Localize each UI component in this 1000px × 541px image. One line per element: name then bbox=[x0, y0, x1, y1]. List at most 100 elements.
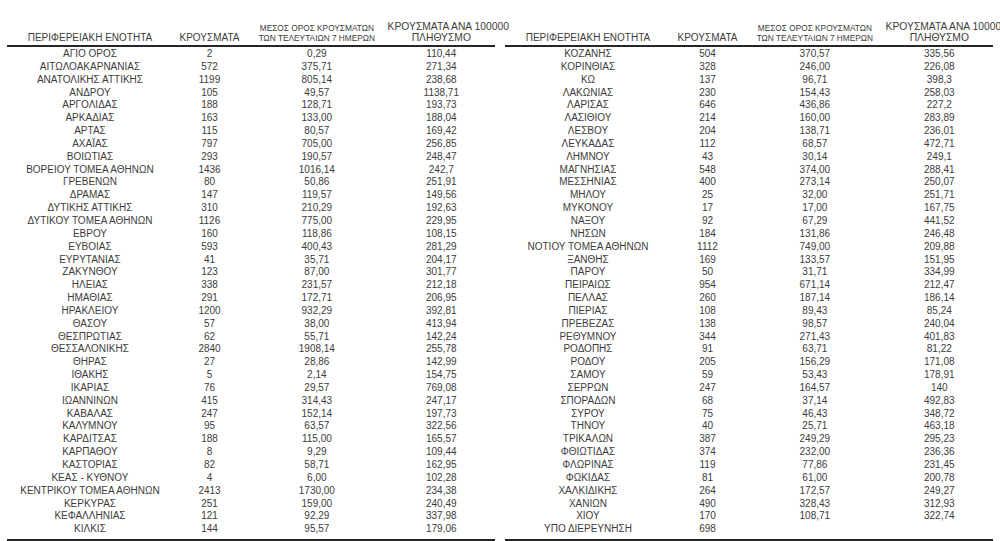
per100k-cell: 337,98 bbox=[388, 510, 495, 523]
cases-cell: 415 bbox=[173, 395, 246, 408]
region-cell: ΚΟΖΑΝΗΣ bbox=[505, 48, 671, 61]
avg7-cell: 95,57 bbox=[246, 523, 388, 536]
region-cell: ΣΠΟΡΑΔΩΝ bbox=[505, 395, 671, 408]
cases-cell: 170 bbox=[671, 510, 744, 523]
cases-cell: 68 bbox=[671, 395, 744, 408]
per100k-cell: 186,14 bbox=[886, 292, 993, 305]
per100k-cell: 226,08 bbox=[886, 61, 993, 74]
per100k-cell: 197,73 bbox=[388, 408, 495, 421]
cases-cell: 59 bbox=[671, 369, 744, 382]
avg7-cell: 96,71 bbox=[744, 74, 886, 87]
table-body-left: ΑΓΙΟ ΟΡΟΣ20,29110,44ΑΙΤΩΛΟΑΚΑΡΝΑΝΙΑΣ5723… bbox=[7, 47, 495, 541]
table-row: ΣΕΡΡΩΝ247164,57140 bbox=[505, 382, 993, 395]
cases-cell: 95 bbox=[173, 420, 246, 433]
per100k-cell: 769,08 bbox=[388, 382, 495, 395]
table-row: ΚΑΛΥΜΝΟΥ9563,57322,56 bbox=[7, 420, 495, 433]
region-cell: ΘΕΣΣΑΛΟΝΙΚΗΣ bbox=[7, 343, 173, 356]
avg7-cell: 89,43 bbox=[744, 305, 886, 318]
per100k-cell: 212,18 bbox=[388, 279, 495, 292]
avg7-cell: 17,00 bbox=[744, 202, 886, 215]
table-row: ΒΟΡΕΙΟΥ ΤΟΜΕΑ ΑΘΗΝΩΝ14361016,14242,7 bbox=[7, 164, 495, 177]
avg7-cell: 31,71 bbox=[744, 266, 886, 279]
region-cell: ΒΟΙΩΤΙΑΣ bbox=[7, 151, 173, 164]
avg7-cell: 128,71 bbox=[246, 99, 388, 112]
avg7-cell: 805,14 bbox=[246, 74, 388, 87]
cases-cell: 293 bbox=[173, 151, 246, 164]
header-region-label: ΠΕΡΙΦΕΡΕΙΑΚΗ ΕΝΟΤΗΤΑ bbox=[526, 32, 650, 43]
region-cell: ΡΟΔΟΥ bbox=[505, 356, 671, 369]
region-cell: ΖΑΚΥΝΘΟΥ bbox=[7, 266, 173, 279]
cases-cell: 188 bbox=[173, 99, 246, 112]
table-row: ΘΗΡΑΣ2728,86142,99 bbox=[7, 356, 495, 369]
avg7-cell: 156,29 bbox=[744, 356, 886, 369]
cases-cell: 75 bbox=[671, 408, 744, 421]
per100k-cell: 322,56 bbox=[388, 420, 495, 433]
region-cell: ΑΝΔΡΟΥ bbox=[7, 87, 173, 100]
cases-table-left: ΠΕΡΙΦΕΡΕΙΑΚΗ ΕΝΟΤΗΤΑ ΚΡΟΥΣΜΑΤΑ ΜΕΣΟΣ ΟΡΟ… bbox=[7, 0, 500, 541]
per100k-cell: 251,71 bbox=[886, 189, 993, 202]
region-cell: ΤΡΙΚΑΛΩΝ bbox=[505, 433, 671, 446]
table-row: ΖΑΚΥΝΘΟΥ12387,00301,77 bbox=[7, 266, 495, 279]
cases-cell: 80 bbox=[173, 176, 246, 189]
per100k-cell: 281,29 bbox=[388, 241, 495, 254]
table-row: ΓΡΕΒΕΝΩΝ8050,86251,91 bbox=[7, 176, 495, 189]
avg7-cell: 154,43 bbox=[744, 87, 886, 100]
table-row: ΙΩΑΝΝΙΝΩΝ415314,43247,17 bbox=[7, 395, 495, 408]
table-row: ΡΕΘΥΜΝΟΥ344271,43401,83 bbox=[505, 331, 993, 344]
per100k-cell: 109,44 bbox=[388, 446, 495, 459]
avg7-cell: 115,00 bbox=[246, 433, 388, 446]
cases-cell: 62 bbox=[173, 331, 246, 344]
avg7-cell: 38,00 bbox=[246, 318, 388, 331]
per100k-cell: 140 bbox=[886, 382, 993, 395]
region-cell: ΙΩΑΝΝΙΝΩΝ bbox=[7, 395, 173, 408]
cases-cell: 264 bbox=[671, 485, 744, 498]
cases-cell: 123 bbox=[173, 266, 246, 279]
region-cell: ΦΘΙΩΤΙΔΑΣ bbox=[505, 446, 671, 459]
region-cell: ΚΕΑΣ - ΚΥΘΝΟΥ bbox=[7, 472, 173, 485]
per100k-cell: 250,07 bbox=[886, 176, 993, 189]
per100k-cell: 206,95 bbox=[388, 292, 495, 305]
per100k-cell: 178,91 bbox=[886, 369, 993, 382]
per100k-cell: 200,78 bbox=[886, 472, 993, 485]
table-row: ΑΙΤΩΛΟΑΚΑΡΝΑΝΙΑΣ572375,71271,34 bbox=[7, 61, 495, 74]
table-row: ΚΑΡΠΑΘΟΥ89,29109,44 bbox=[7, 446, 495, 459]
region-cell: ΞΑΝΘΗΣ bbox=[505, 254, 671, 267]
table-row: ΘΕΣΣΑΛΟΝΙΚΗΣ28401908,14255,78 bbox=[7, 343, 495, 356]
table-row: ΔΥΤΙΚΟΥ ΤΟΜΕΑ ΑΘΗΝΩΝ1126775,00229,95 bbox=[7, 215, 495, 228]
cases-cell: 490 bbox=[671, 498, 744, 511]
per100k-cell: 169,42 bbox=[388, 125, 495, 138]
avg7-cell: 68,57 bbox=[744, 138, 886, 151]
avg7-cell: 63,71 bbox=[744, 343, 886, 356]
table-row: ΚΑΡΔΙΤΣΑΣ188115,00165,57 bbox=[7, 433, 495, 446]
region-cell: ΜΗΛΟΥ bbox=[505, 189, 671, 202]
header-per100k: ΚΡΟΥΣΜΑΤΑ ΑΝΑ 100000 ΠΛΗΘΥΣΜΟ bbox=[886, 21, 993, 43]
cases-cell: 40 bbox=[671, 420, 744, 433]
per100k-cell: 81,22 bbox=[886, 343, 993, 356]
avg7-cell: 58,71 bbox=[246, 459, 388, 472]
region-cell: ΑΝΑΤΟΛΙΚΗΣ ΑΤΤΙΚΗΣ bbox=[7, 74, 173, 87]
cases-cell: 112 bbox=[671, 138, 744, 151]
per100k-cell: 167,75 bbox=[886, 202, 993, 215]
table-row: ΒΟΙΩΤΙΑΣ293190,57248,47 bbox=[7, 151, 495, 164]
cases-cell: 188 bbox=[173, 433, 246, 446]
per100k-cell: 102,28 bbox=[388, 472, 495, 485]
per100k-cell: 162,95 bbox=[388, 459, 495, 472]
region-cell: ΜΥΚΟΝΟΥ bbox=[505, 202, 671, 215]
avg7-cell: 775,00 bbox=[246, 215, 388, 228]
per100k-cell: 240,49 bbox=[388, 498, 495, 511]
per100k-cell: 255,78 bbox=[388, 343, 495, 356]
avg7-cell: 50,86 bbox=[246, 176, 388, 189]
table-row: ΛΑΚΩΝΙΑΣ230154,43258,03 bbox=[505, 87, 993, 100]
region-cell: ΒΟΡΕΙΟΥ ΤΟΜΕΑ ΑΘΗΝΩΝ bbox=[7, 164, 173, 177]
avg7-cell: 133,57 bbox=[744, 254, 886, 267]
per100k-cell: 240,04 bbox=[886, 318, 993, 331]
avg7-cell: 159,00 bbox=[246, 498, 388, 511]
table-row: ΚΩ13796,71398,3 bbox=[505, 74, 993, 87]
per100k-cell: 246,48 bbox=[886, 228, 993, 241]
avg7-cell: 273,14 bbox=[744, 176, 886, 189]
region-cell: ΑΡΤΑΣ bbox=[7, 125, 173, 138]
table-row: ΙΚΑΡΙΑΣ7629,57769,08 bbox=[7, 382, 495, 395]
region-cell: ΣΑΜΟΥ bbox=[505, 369, 671, 382]
header-per100k: ΚΡΟΥΣΜΑΤΑ ΑΝΑ 100000 ΠΛΗΘΥΣΜΟ bbox=[388, 21, 495, 43]
region-cell: ΘΗΡΑΣ bbox=[7, 356, 173, 369]
